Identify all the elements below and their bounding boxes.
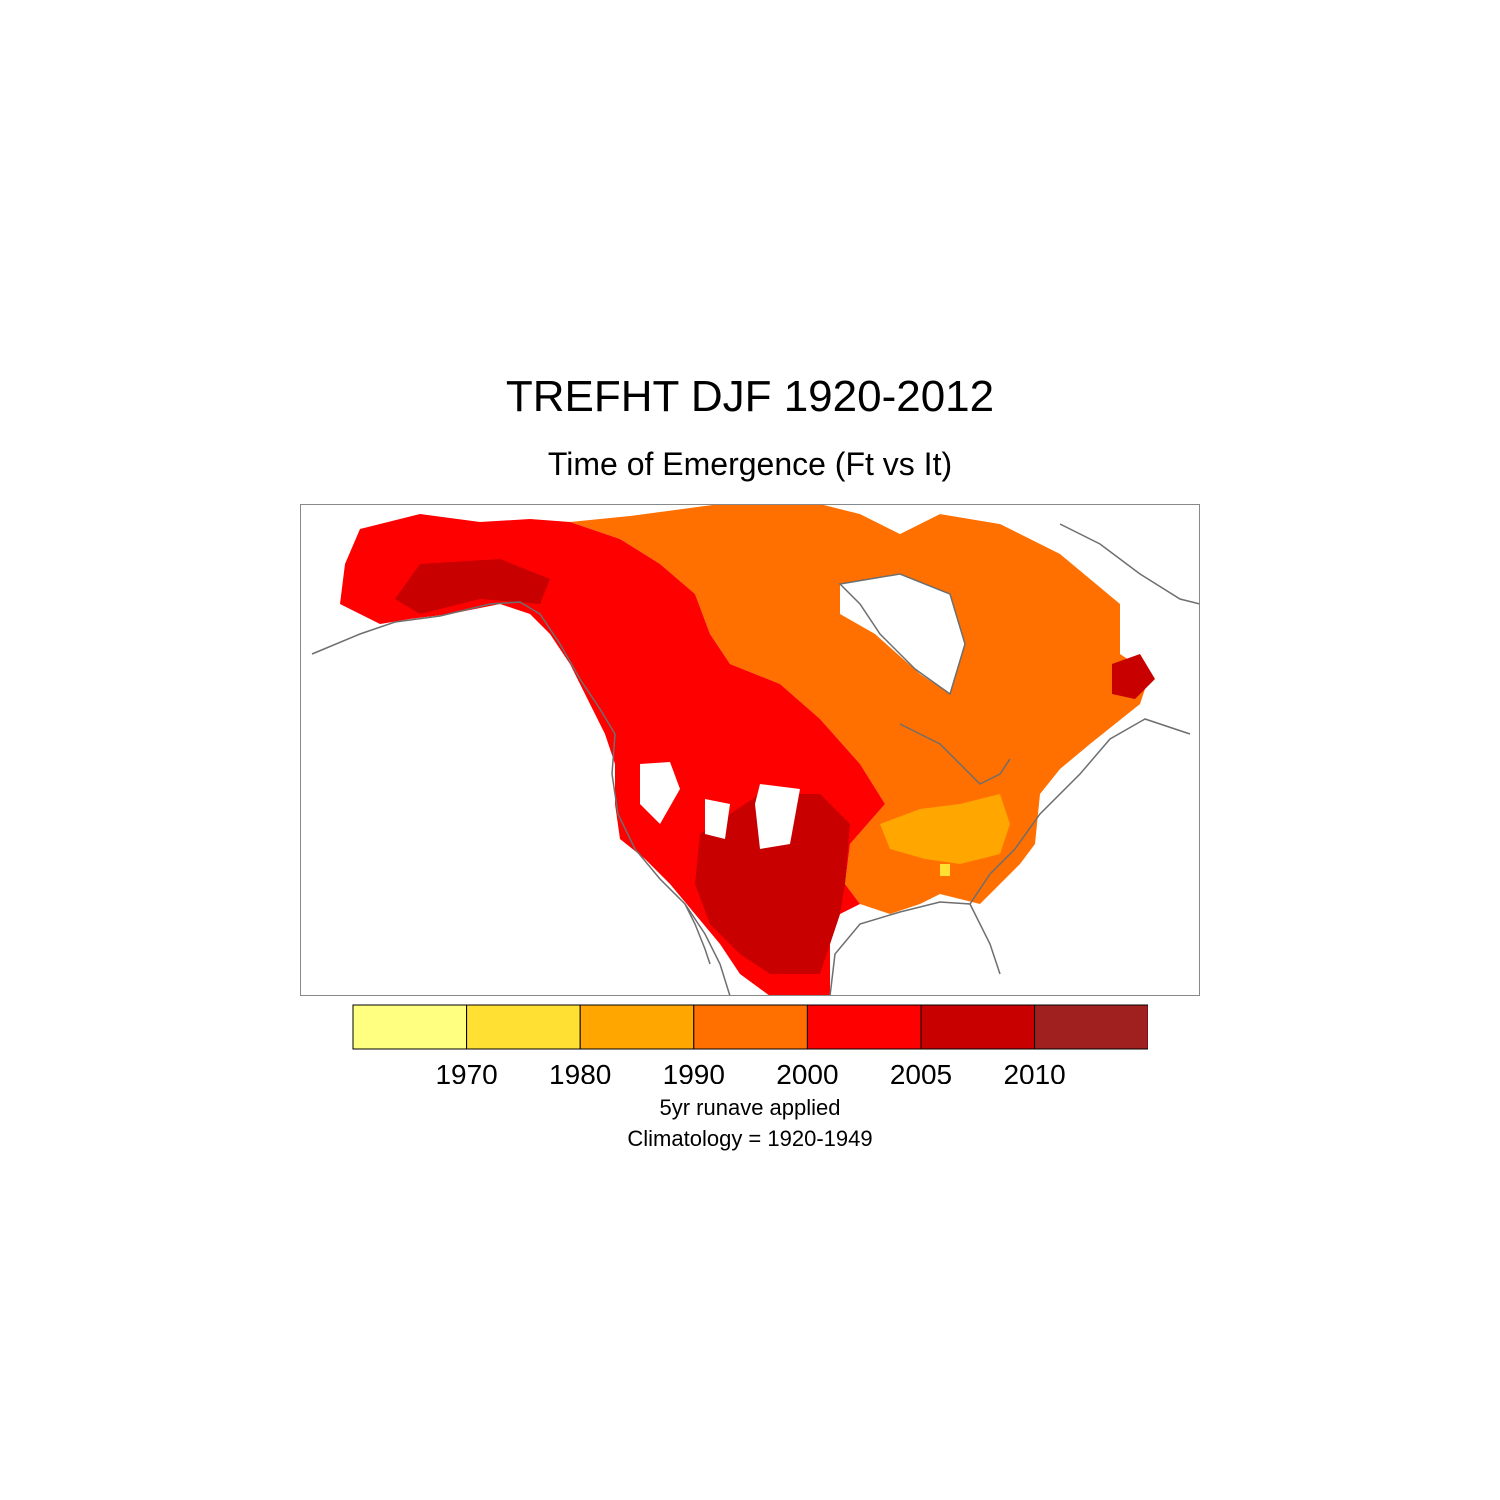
nodata-great-basin bbox=[640, 762, 680, 824]
region-lightorange-ohio bbox=[880, 794, 1010, 864]
colorbar-swatch bbox=[1034, 1004, 1148, 1050]
colorbar-tick-label: 1980 bbox=[549, 1059, 611, 1084]
colorbar-tick-label: 2005 bbox=[890, 1059, 952, 1084]
coastline-east-us bbox=[969, 718, 1191, 905]
colorbar-swatch bbox=[466, 1004, 581, 1050]
region-darkred-alaska bbox=[395, 559, 550, 614]
coastline-gulf bbox=[829, 901, 1001, 996]
coastline-west-us bbox=[611, 733, 731, 996]
map-frame bbox=[300, 504, 1200, 996]
colorbar-tick-label: 1970 bbox=[435, 1059, 497, 1084]
coastline-baja bbox=[684, 903, 711, 965]
colorbar: 1970 1980 1990 2000 2005 2010 bbox=[352, 1004, 1148, 1084]
coastline-hudson-bay bbox=[838, 573, 966, 696]
nodata-colorado bbox=[755, 784, 800, 849]
plot-subtitle: Time of Emergence (Ft vs It) bbox=[547, 446, 953, 482]
colorbar-tick-label: 2000 bbox=[776, 1059, 838, 1084]
climatology-note: Climatology = 1920-1949 bbox=[627, 1126, 873, 1151]
nodata-hudson-bay bbox=[840, 574, 965, 694]
nodata-utah bbox=[705, 799, 730, 839]
colorbar-swatch bbox=[693, 1004, 808, 1050]
plot-title: TREFHT DJF 1920-2012 bbox=[505, 372, 995, 421]
coastline-alaska bbox=[311, 601, 616, 735]
colorbar-tick-label: 2010 bbox=[1003, 1059, 1065, 1084]
region-darkred-southwest bbox=[695, 794, 850, 974]
emergence-map bbox=[300, 504, 1200, 996]
colorbar-swatch bbox=[579, 1004, 695, 1050]
colorbar-swatch bbox=[920, 1004, 1036, 1050]
colorbar-tick-label: 1990 bbox=[663, 1059, 725, 1084]
nodata-arctic bbox=[820, 504, 1000, 534]
region-darkred-labrador bbox=[1112, 654, 1155, 699]
coastline-great-lakes bbox=[899, 723, 1011, 785]
coastlines bbox=[311, 523, 1200, 996]
region-yellow-spot bbox=[940, 864, 950, 876]
colorbar-swatch bbox=[352, 1004, 468, 1050]
runave-note: 5yr runave applied bbox=[659, 1095, 841, 1120]
colorbar-swatch bbox=[806, 1004, 922, 1050]
coastline-greenland bbox=[1059, 523, 1200, 605]
